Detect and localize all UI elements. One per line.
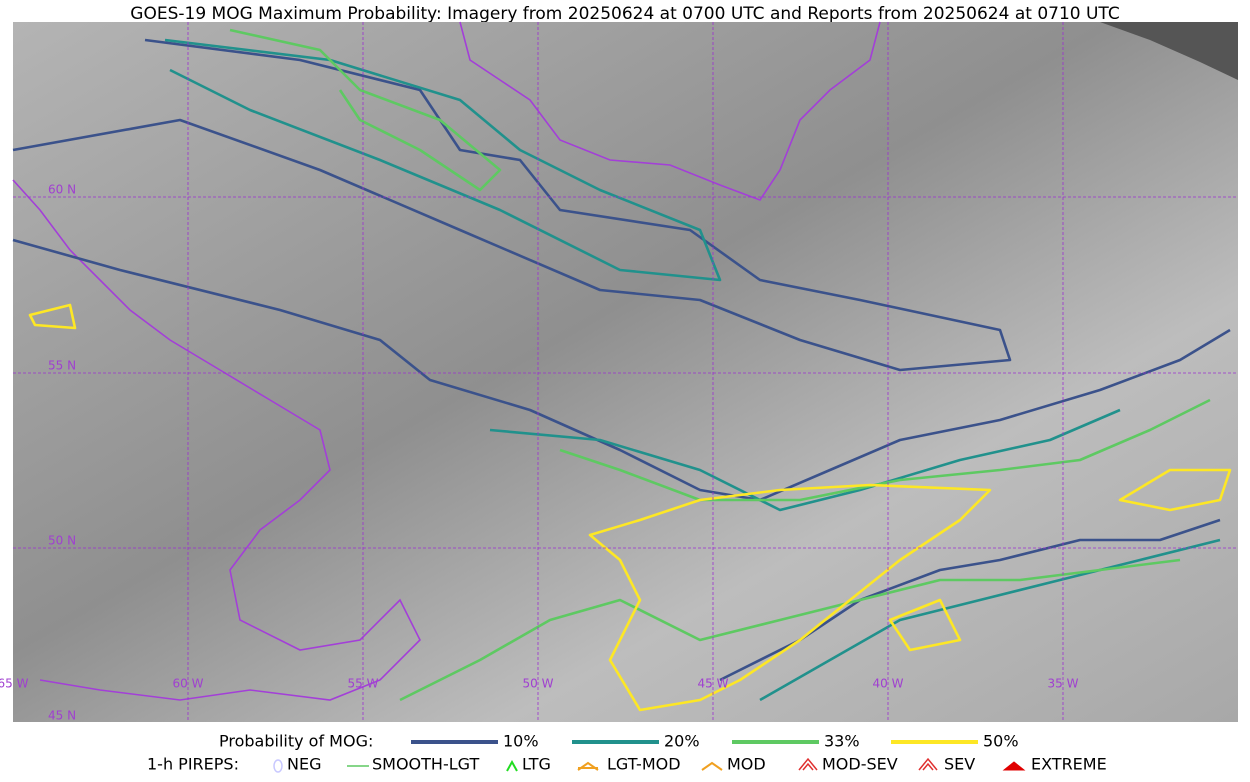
legend-label: SMOOTH-LGT	[372, 755, 479, 774]
legend-label: LGT-MOD	[607, 755, 681, 774]
lon-label: 45 W	[698, 677, 729, 691]
legend-label: 33%	[824, 732, 860, 751]
contour-50	[28, 303, 77, 330]
contour-10	[12, 38, 1012, 372]
legend-label: NEG	[287, 755, 321, 774]
no-data-region	[1100, 22, 1238, 80]
legend: Probability of MOG: 1-h PIREPS: 10% 20% 33…	[147, 732, 1107, 774]
contour-33	[399, 558, 1181, 702]
legend-label: MOD	[727, 755, 766, 774]
legend-title: Probability of MOG:	[219, 732, 373, 751]
pirep-icon	[1002, 761, 1026, 771]
contour-50	[1118, 468, 1232, 512]
contour-33	[229, 28, 502, 192]
pirep-icon	[506, 759, 518, 772]
lon-label: 35 W	[1048, 677, 1079, 691]
map: 60 N 55 N 50 N 45 N 65 W 60 W 55 W 50 W 45 W 40 W…	[0, 21, 1238, 723]
contour-20	[164, 38, 722, 282]
contour-33	[559, 398, 1211, 502]
contour-50	[588, 483, 992, 712]
lat-label: 60 N	[48, 183, 76, 197]
satellite-imagery	[13, 22, 1238, 722]
lon-label: 50 W	[523, 677, 554, 691]
pirep-icon	[701, 761, 723, 771]
pirep-icon	[577, 761, 599, 771]
lon-label: 40 W	[873, 677, 904, 691]
legend-label: MOD-SEV	[822, 755, 898, 774]
legend-label: LTG	[522, 755, 551, 774]
contour-20	[489, 408, 1121, 512]
legend-label: EXTREME	[1031, 755, 1107, 774]
contour-20	[759, 538, 1221, 702]
lat-label: 55 N	[48, 359, 76, 373]
greenland-coast	[459, 21, 881, 201]
lat-label: 50 N	[48, 534, 76, 548]
lon-label: 55 W	[348, 677, 379, 691]
legend-label: 50%	[983, 732, 1019, 751]
labrador-coast	[12, 179, 421, 701]
legend-title: 1-h PIREPS:	[147, 755, 239, 774]
lon-label: 65 W	[0, 677, 29, 691]
contour-50	[888, 598, 962, 652]
pirep-icon	[798, 757, 818, 771]
pirep-icon	[918, 757, 938, 771]
legend-label: 10%	[503, 732, 539, 751]
legend-label: SEV	[944, 755, 975, 774]
legend-label: 20%	[664, 732, 700, 751]
lat-label: 45 N	[48, 709, 76, 723]
title: GOES-19 MOG Maximum Probability: Imagery…	[130, 4, 1119, 24]
contour-10	[12, 238, 1231, 502]
pirep-icon	[273, 759, 283, 773]
lon-label: 60 W	[173, 677, 204, 691]
